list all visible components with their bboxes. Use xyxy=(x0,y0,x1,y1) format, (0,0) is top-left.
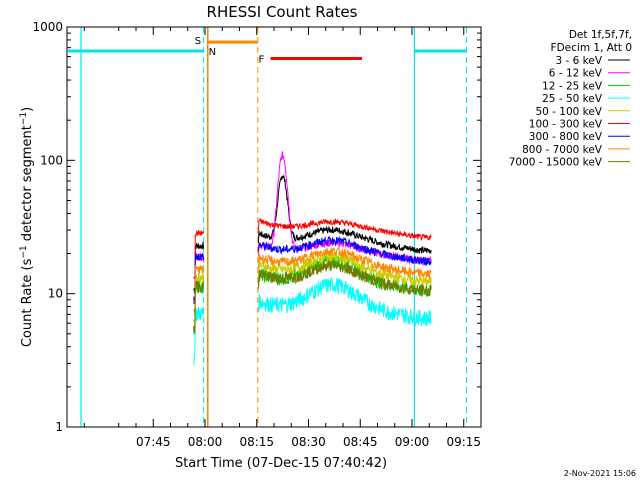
legend-entry: 6 - 12 keV xyxy=(549,68,603,80)
x-tick-label: 08:45 xyxy=(343,435,378,449)
plot-area: NS F xyxy=(68,27,468,427)
series-line xyxy=(258,245,432,279)
y-tick-label: 1 xyxy=(55,420,63,434)
legend-entry: 25 - 50 keV xyxy=(542,93,603,105)
legend-entry: 800 - 7000 keV xyxy=(522,144,603,156)
series-line xyxy=(258,174,432,254)
series-line xyxy=(258,277,432,328)
y-axis-label-mid: detector segment xyxy=(20,125,35,245)
series-line xyxy=(258,259,432,298)
x-tick-label: 09:00 xyxy=(395,435,430,449)
x-tick-label: 09:15 xyxy=(446,435,481,449)
x-tick-label: 08:15 xyxy=(239,435,274,449)
x-axis: 07:45 08:00 08:15 08:30 08:45 09:00 09:15 xyxy=(66,27,482,449)
y-axis-label-sup1: −1 xyxy=(19,245,29,258)
y-tick-label: 1000 xyxy=(32,20,63,34)
series-line xyxy=(258,217,432,241)
legend-entry: 12 - 25 keV xyxy=(542,80,603,92)
y-axis-label-end: ) xyxy=(20,107,35,112)
saa-label: S xyxy=(195,36,201,47)
legend-entry: 300 - 800 keV xyxy=(529,131,603,143)
night-label: N xyxy=(209,47,216,58)
series-line xyxy=(193,264,205,317)
y-tick-label: 100 xyxy=(40,153,63,167)
x-tick-label: 08:30 xyxy=(291,435,326,449)
legend-entry: 100 - 300 keV xyxy=(529,119,603,131)
series-line xyxy=(193,280,205,333)
flare-label: F xyxy=(259,55,265,66)
x-tick-label: 08:00 xyxy=(188,435,223,449)
y-axis-label-main: Count Rate (s xyxy=(20,258,35,347)
legend-header: Det 1f,5f,7f, xyxy=(569,29,632,41)
x-axis-label: Start Time (07-Dec-15 07:40:42) xyxy=(175,456,387,471)
legend-entry: 7000 - 15000 keV xyxy=(509,157,603,169)
y-axis: 1 10 100 1000 xyxy=(32,20,481,434)
y-axis-label-sup2: −1 xyxy=(19,112,29,125)
timestamp: 2-Nov-2021 15:06 xyxy=(564,469,636,478)
series-line xyxy=(193,229,205,280)
chart-title: RHESSI Count Rates xyxy=(207,3,358,21)
series-line xyxy=(193,253,205,304)
series-line xyxy=(258,235,432,266)
legend-entry: 3 - 6 keV xyxy=(555,55,602,67)
legend-header: FDecim 1, Att 0 xyxy=(551,42,632,54)
series-line xyxy=(258,251,432,288)
x-tick-label: 07:45 xyxy=(136,435,171,449)
y-tick-label: 10 xyxy=(48,287,63,301)
legend-entry: 50 - 100 keV xyxy=(535,106,602,118)
y-axis-label: Count Rate (s−1 detector segment−1) xyxy=(19,107,35,347)
